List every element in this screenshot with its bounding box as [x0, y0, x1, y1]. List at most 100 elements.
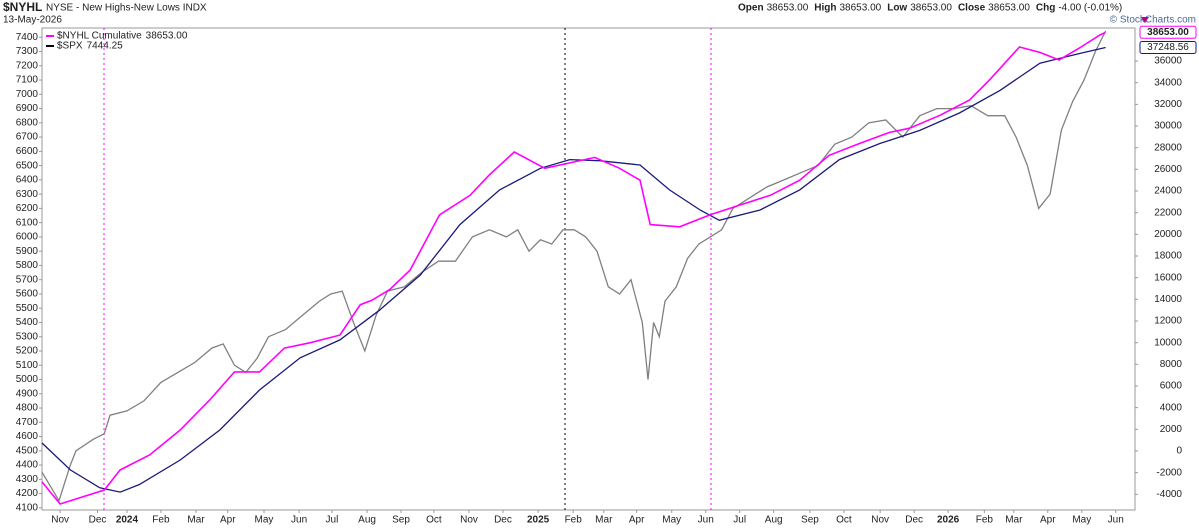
end-label: 37248.56 — [1147, 42, 1189, 53]
ohlc-value: 38653.00 — [840, 3, 882, 14]
x-tick-label: Nov — [871, 515, 889, 526]
y-tick-label: 5800 — [16, 260, 39, 271]
y-tick-label: 4800 — [16, 403, 39, 414]
x-tick-label: Oct — [836, 515, 852, 526]
y-tick-label: 4700 — [16, 417, 39, 428]
x-tick-label: Jun — [1108, 515, 1124, 526]
y-tick-label: 6500 — [16, 160, 39, 171]
y-tick-label: 7200 — [16, 60, 39, 71]
x-tick-label: Mar — [1005, 515, 1023, 526]
x-tick-label: Feb — [565, 515, 583, 526]
y-tick-label: 6600 — [16, 146, 39, 157]
y2-tick-label: 24000 — [1154, 186, 1182, 197]
series-line — [41, 46, 1106, 493]
x-tick-label: Oct — [426, 515, 442, 526]
x-tick-label: 2026 — [937, 515, 960, 526]
x-tick-label: Apr — [629, 515, 645, 526]
legend-label: $SPX — [57, 41, 83, 52]
y2-tick-label: 8000 — [1160, 359, 1183, 370]
y-tick-label: 5700 — [16, 274, 39, 285]
y2-tick-label: 16000 — [1154, 272, 1182, 283]
x-tick-label: Sep — [392, 515, 410, 526]
x-tick-label: Mar — [595, 515, 613, 526]
y-tick-label: 5900 — [16, 246, 39, 257]
chart-subtitle: NYSE - New Highs-New Lows INDX — [46, 3, 207, 14]
y2-tick-label: 20000 — [1154, 229, 1182, 240]
ohlc-label: High — [814, 3, 836, 14]
y2-tick-label: 26000 — [1154, 164, 1182, 175]
y2-tick-label: 32000 — [1154, 99, 1182, 110]
y2-tick-label: 10000 — [1154, 337, 1182, 348]
x-tick-label: Jun — [698, 515, 714, 526]
y-tick-label: 7300 — [16, 46, 39, 57]
ohlc-value: 38653.00 — [910, 3, 952, 14]
plot-frame — [41, 27, 1136, 511]
x-tick-label: Feb — [152, 515, 170, 526]
x-tick-label: 2025 — [527, 515, 550, 526]
legend-value: 7444.25 — [87, 41, 124, 52]
end-label-box — [1139, 41, 1197, 55]
y2-tick-label: 18000 — [1154, 251, 1182, 262]
ohlc-value: 38653.00 — [988, 3, 1030, 14]
end-label-box — [1139, 25, 1197, 39]
x-tick-label: Nov — [460, 515, 478, 526]
y-tick-label: 6000 — [16, 232, 39, 243]
y-tick-label: 6700 — [16, 132, 39, 143]
x-tick-label: Aug — [765, 515, 783, 526]
x-tick-label: May — [255, 515, 274, 526]
ohlc-label: Chg — [1036, 3, 1055, 14]
y-tick-label: 5400 — [16, 317, 39, 328]
y2-tick-label: 2000 — [1160, 424, 1183, 435]
y2-tick-label: 12000 — [1154, 316, 1182, 327]
y-tick-label: 5300 — [16, 331, 39, 342]
y-tick-label: 4100 — [16, 503, 39, 514]
y2-tick-label: 6000 — [1160, 381, 1183, 392]
y-tick-label: 5000 — [16, 374, 39, 385]
y-tick-label: 7100 — [16, 75, 39, 86]
chart-title: $NYHL — [3, 0, 42, 14]
x-tick-label: Dec — [494, 515, 512, 526]
y-tick-label: 4400 — [16, 460, 39, 471]
y-tick-label: 6400 — [16, 175, 39, 186]
y-tick-label: 7400 — [16, 32, 39, 43]
chart-date: 13-May-2026 — [3, 15, 62, 26]
y-tick-label: 6200 — [16, 203, 39, 214]
y-tick-label: 5100 — [16, 360, 39, 371]
y-tick-label: 6900 — [16, 103, 39, 114]
ohlc-label: Close — [958, 3, 986, 14]
y-tick-label: 6100 — [16, 217, 39, 228]
y-tick-label: 4500 — [16, 445, 39, 456]
y2-tick-label: 30000 — [1154, 121, 1182, 132]
y-tick-label: 7000 — [16, 89, 39, 100]
ohlc-label: Open — [738, 3, 764, 14]
y-tick-label: 6800 — [16, 117, 39, 128]
y2-tick-label: 4000 — [1160, 402, 1183, 413]
x-tick-label: Nov — [51, 515, 69, 526]
x-tick-label: Aug — [358, 515, 376, 526]
x-tick-label: 2024 — [116, 515, 139, 526]
y2-tick-label: 36000 — [1154, 56, 1182, 67]
y-tick-label: 5600 — [16, 289, 39, 300]
legend-label: $NYHL Cumulative — [57, 31, 142, 42]
y2-tick-label: 28000 — [1154, 142, 1182, 153]
ohlc-label: Low — [887, 3, 907, 14]
y2-tick-label: 14000 — [1154, 294, 1182, 305]
y-tick-label: 4300 — [16, 474, 39, 485]
y2-tick-label: 0 — [1176, 446, 1182, 457]
series-line — [41, 31, 1106, 505]
end-label: 38653.00 — [1147, 27, 1189, 38]
legend-value: 38653.00 — [146, 31, 188, 42]
down-arrow — [1141, 17, 1149, 23]
y2-tick-label: -2000 — [1156, 467, 1182, 478]
x-tick-label: Jul — [733, 515, 746, 526]
ohlc-value: 38653.00 — [767, 3, 809, 14]
y-tick-label: 5200 — [16, 346, 39, 357]
x-tick-label: Apr — [220, 515, 236, 526]
y-tick-label: 4200 — [16, 488, 39, 499]
x-tick-label: May — [662, 515, 681, 526]
x-tick-label: Dec — [905, 515, 923, 526]
y-tick-label: 6300 — [16, 189, 39, 200]
x-tick-label: Jul — [326, 515, 339, 526]
x-tick-label: Mar — [187, 515, 205, 526]
